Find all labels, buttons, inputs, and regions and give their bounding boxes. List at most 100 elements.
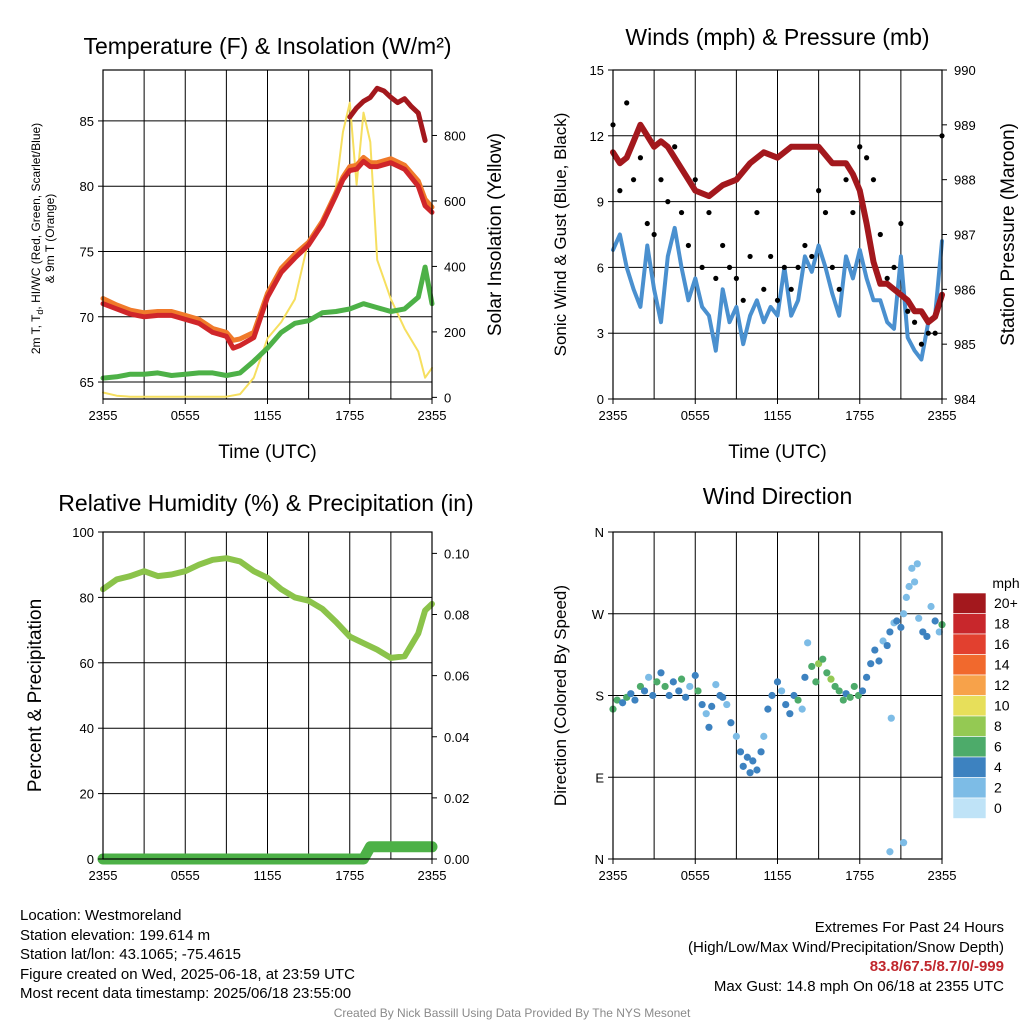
wind-direction-point [801, 673, 809, 681]
solar-insolation-line [102, 101, 433, 398]
wind-gust-point [630, 177, 637, 183]
wind-direction-point [804, 639, 812, 647]
wind-direction-point [682, 693, 690, 701]
dir-x-tick-label: 0555 [681, 868, 710, 883]
wind-direction-point [723, 700, 731, 709]
wind-y2-tick-label: 985 [954, 337, 976, 352]
wind-direction-point [702, 710, 710, 718]
wind-direction-point [886, 628, 894, 636]
wind-direction-point [698, 700, 706, 709]
station-pressure-line [610, 121, 945, 326]
wind-gust-point [672, 144, 678, 150]
created-text: Figure created on Wed, 2025-06-18, at 23… [20, 965, 355, 983]
wind-y2-tick-label: 986 [954, 282, 976, 297]
legend-label: 2 [994, 780, 1002, 796]
wind-y-tick-label: 9 [597, 195, 604, 210]
wind-direction-point [850, 682, 858, 691]
wind-panel: 2355 0555 1155 1755 235503691215984985986987… [551, 63, 1019, 423]
rh-y-tick-label: 60 [80, 656, 94, 671]
wind-gust-point [918, 341, 925, 347]
wind-direction-point [708, 702, 716, 711]
wind-direction-point [677, 675, 686, 683]
wind-direction-point [653, 678, 661, 686]
wind-direction-point [782, 700, 790, 709]
wind-gust-point [761, 286, 767, 292]
wind-direction-point [712, 681, 720, 689]
wind-gust-point [864, 155, 870, 161]
wind-direction-point [794, 696, 802, 704]
legend-label: 18 [994, 616, 1010, 632]
wind-direction-point [719, 693, 727, 701]
temp-y2-tick-label: 200 [444, 325, 466, 340]
legend-label: 12 [994, 677, 1010, 693]
temp-y2-tick-label: 0 [444, 390, 451, 405]
legend-label: 14 [994, 657, 1010, 673]
wind-direction-point [631, 696, 639, 704]
wind-gust-point [911, 319, 918, 325]
wind-title: Winds (mph) & Pressure (mb) [625, 24, 929, 50]
temp-x-tick-label: 1155 [254, 408, 282, 423]
wind-gust-point [713, 275, 719, 281]
wind-gust-point [857, 144, 863, 150]
extremes-info: Extremes For Past 24 Hours (High/Low/Max… [688, 918, 1004, 996]
wind-y2-tick-label: 990 [954, 63, 976, 78]
legend-swatch [952, 633, 987, 655]
rh-y-tick-label: 100 [72, 525, 94, 540]
station-info: Location: Westmoreland Station elevation… [20, 906, 355, 1004]
wind-y2-tick-label: 988 [954, 173, 976, 188]
wind-gust-point [740, 297, 746, 303]
dir-y-tick-label: W [592, 607, 605, 622]
rh-x-tick-label: 1755 [335, 868, 364, 883]
wind-direction-point [764, 705, 772, 713]
credit-text: Created By Nick Bassill Using Data Provi… [333, 1006, 691, 1020]
wind-direction-point [675, 687, 683, 695]
wind-xlabel: Time (UTC) [728, 442, 827, 463]
wind-gust-point [843, 177, 849, 183]
sonic-wind-line [611, 225, 944, 362]
wind-gust-point [836, 286, 842, 292]
wind-y2-tick-label: 989 [954, 118, 976, 133]
rh-y2-tick-label: 0.02 [444, 791, 469, 806]
wind-direction-point [760, 732, 768, 740]
wind-gust-point [706, 209, 712, 216]
wind-direction-point [846, 693, 854, 701]
wind-gust-point [877, 231, 883, 238]
wind-direction-point [778, 687, 786, 695]
wind-gust-point [685, 242, 691, 249]
wind-gust-point [809, 253, 815, 260]
dewpoint-line [100, 264, 435, 381]
wind-gust-point [692, 177, 698, 183]
legend-swatch [952, 797, 987, 819]
wind-direction-point [900, 839, 908, 847]
wind-direction-point [753, 766, 761, 774]
wind-x-tick-label: 1755 [845, 408, 874, 423]
legend-label: 20+ [994, 595, 1018, 611]
wind-y-tick-label: 15 [590, 63, 604, 78]
wind-direction-point [657, 669, 665, 677]
dir-ylabel-left: Direction (Colored By Speed) [551, 585, 570, 806]
wind-gust-point [658, 177, 664, 183]
wind-direction-point [798, 705, 806, 713]
location-text: Location: Westmoreland [20, 907, 182, 924]
dir-x-tick-label: 1755 [845, 868, 874, 883]
wind-direction-point [905, 582, 913, 591]
legend-swatch [952, 654, 987, 676]
legend-swatch [952, 715, 987, 737]
wind-y-tick-label: 0 [597, 392, 604, 407]
wind-direction-point [923, 632, 931, 641]
wind-gust-point [726, 264, 733, 270]
wind-gust-point [925, 330, 931, 336]
wind-gust-point [850, 209, 856, 216]
wind-direction-point [835, 687, 843, 695]
wind-direction-point [669, 678, 677, 686]
rh-y2-tick-label: 0.04 [444, 730, 469, 745]
temp-panel: 2355 0555 1155 1755 2355 65 70 75 80 85 0 200 400 600… [29, 69, 506, 423]
temp-xlabel: Time (UTC) [218, 442, 317, 463]
temp-x-tick-label: 2355 [89, 408, 118, 423]
wind-gust-point [699, 264, 705, 270]
latlon-text: Station lat/lon: 43.1065; -75.4615 [20, 946, 242, 964]
wind-direction-point [773, 678, 782, 686]
dir-y-tick-label: N [595, 852, 604, 867]
wind-direction-point [931, 617, 939, 625]
